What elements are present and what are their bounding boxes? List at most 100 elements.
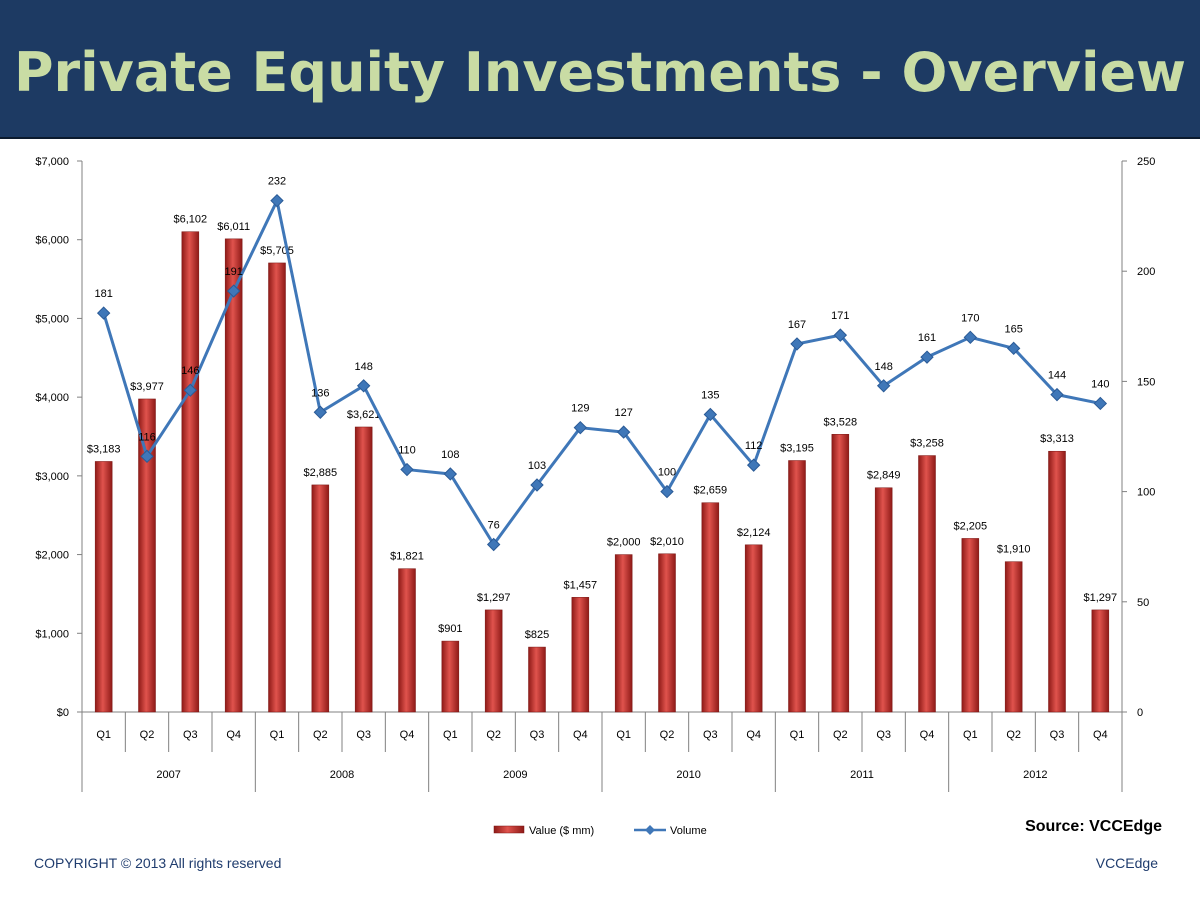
quarter-label: Q4 [226,729,241,741]
value-bar [224,238,243,713]
quarter-label: Q1 [616,729,631,741]
volume-value-label: 116 [138,431,156,443]
value-bar [528,646,546,713]
bar-value-label: $901 [438,623,462,635]
volume-value-label: 136 [311,387,329,399]
bar-value-label: $1,821 [390,551,424,563]
right-tick-label: 50 [1137,597,1149,609]
quarter-label: Q3 [183,729,198,741]
year-label: 2009 [503,769,527,781]
bar-data-labels: $3,183$3,977$6,102$6,011$5,705$2,885$3,6… [87,214,1117,641]
volume-value-label: 76 [488,519,500,531]
quarter-label: Q3 [876,729,891,741]
brand-name: VCCEdge [1095,855,1158,871]
value-bar [831,434,850,713]
bar-value-label: $6,102 [174,214,208,226]
quarter-label: Q4 [1093,729,1108,741]
volume-point [1050,387,1064,402]
chart-axes: $0 $1,000 $2,000 $3,000 $4,000 $5,000 $6,000 $7… [35,156,1155,792]
quarter-label: Q2 [660,729,675,741]
value-bar [311,484,330,713]
volume-value-label: 146 [181,365,199,377]
volume-data-labels: 181 116 146 191 232 136 148 110 108 76 103 129 127 10… [94,176,1109,532]
volume-point [963,330,978,345]
value-bar [1091,609,1110,713]
right-tick-label: 100 [1137,487,1155,499]
right-tick-label: 0 [1137,707,1143,719]
quarter-label: Q3 [703,729,718,741]
volume-value-label: 232 [268,176,286,188]
volume-point [616,425,631,439]
value-bar [874,487,893,713]
volume-line-series [96,193,1108,552]
quarter-label: Q4 [573,729,588,741]
left-tick-label: $2,000 [35,550,69,562]
legend-value-label: Value ($ mm) [529,825,594,837]
volume-point [1006,341,1021,356]
volume-value-label: 129 [571,403,589,415]
year-label: 2007 [156,769,180,781]
volume-value-label: 108 [441,449,459,461]
quarter-label: Q3 [356,729,371,741]
bar-value-label: $6,011 [217,221,250,233]
volume-value-label: 127 [614,407,632,419]
quarter-label: Q1 [790,729,805,741]
bar-value-label: $3,195 [780,443,814,455]
quarter-label: Q1 [443,729,458,741]
quarter-label: Q3 [530,729,545,741]
value-bar [181,231,200,713]
volume-point [140,449,154,464]
bar-value-label: $3,183 [87,443,121,455]
right-tick-label: 200 [1137,266,1155,278]
quarter-label: Q2 [313,729,328,741]
volume-point [96,306,111,320]
value-bar [484,609,503,713]
right-tick-label: 250 [1137,156,1155,168]
volume-point [876,379,891,393]
volume-value-label: 112 [745,440,763,452]
chart-legend: Value ($ mm) Volume [493,825,707,837]
volume-value-label: 110 [398,445,416,457]
volume-value-label: 144 [1048,370,1066,382]
year-label: 2010 [676,769,700,781]
copyright-text: COPYRIGHT © 2013 All rights reserved [34,855,282,871]
value-bar [138,398,156,713]
volume-value-label: 100 [658,467,676,479]
bar-value-label: $2,000 [607,537,641,549]
year-label: 2011 [850,769,874,781]
investment-chart: $0 $1,000 $2,000 $3,000 $4,000 $5,000 $6,000 $7… [35,156,1155,837]
year-label: 2012 [1023,769,1047,781]
quarter-label: Q1 [963,729,978,741]
left-tick-label: $6,000 [35,235,69,247]
bar-value-label: $2,849 [867,470,901,482]
quarter-label: Q1 [96,729,111,741]
volume-point [313,405,328,419]
bar-series [94,231,1110,713]
volume-value-label: 167 [788,319,806,331]
volume-point [1093,396,1108,411]
value-bar [441,640,460,713]
volume-point [270,193,284,208]
quarter-label: Q4 [746,729,761,741]
quarter-label: Q2 [140,729,155,741]
bar-value-label: $2,885 [304,467,338,479]
bar-value-label: $3,528 [824,416,858,428]
volume-point [183,383,198,397]
page-title: Private Equity Investments - Overview [13,41,1187,104]
volume-value-label: 140 [1091,378,1109,390]
quarter-label: Q4 [920,729,935,741]
bar-value-label: $1,297 [477,592,511,604]
bar-value-label: $2,205 [954,520,988,532]
volume-point [226,284,241,298]
year-label: 2008 [330,769,354,781]
volume-point [443,467,458,481]
volume-point [400,462,414,477]
bar-value-label: $3,313 [1040,433,1074,445]
value-bar [1048,450,1066,713]
value-bar [658,553,676,713]
volume-point [703,407,718,422]
value-bar [354,426,373,713]
legend-volume-marker [645,825,655,835]
quarter-label: Q4 [400,729,415,741]
left-tick-label: $3,000 [35,471,69,483]
